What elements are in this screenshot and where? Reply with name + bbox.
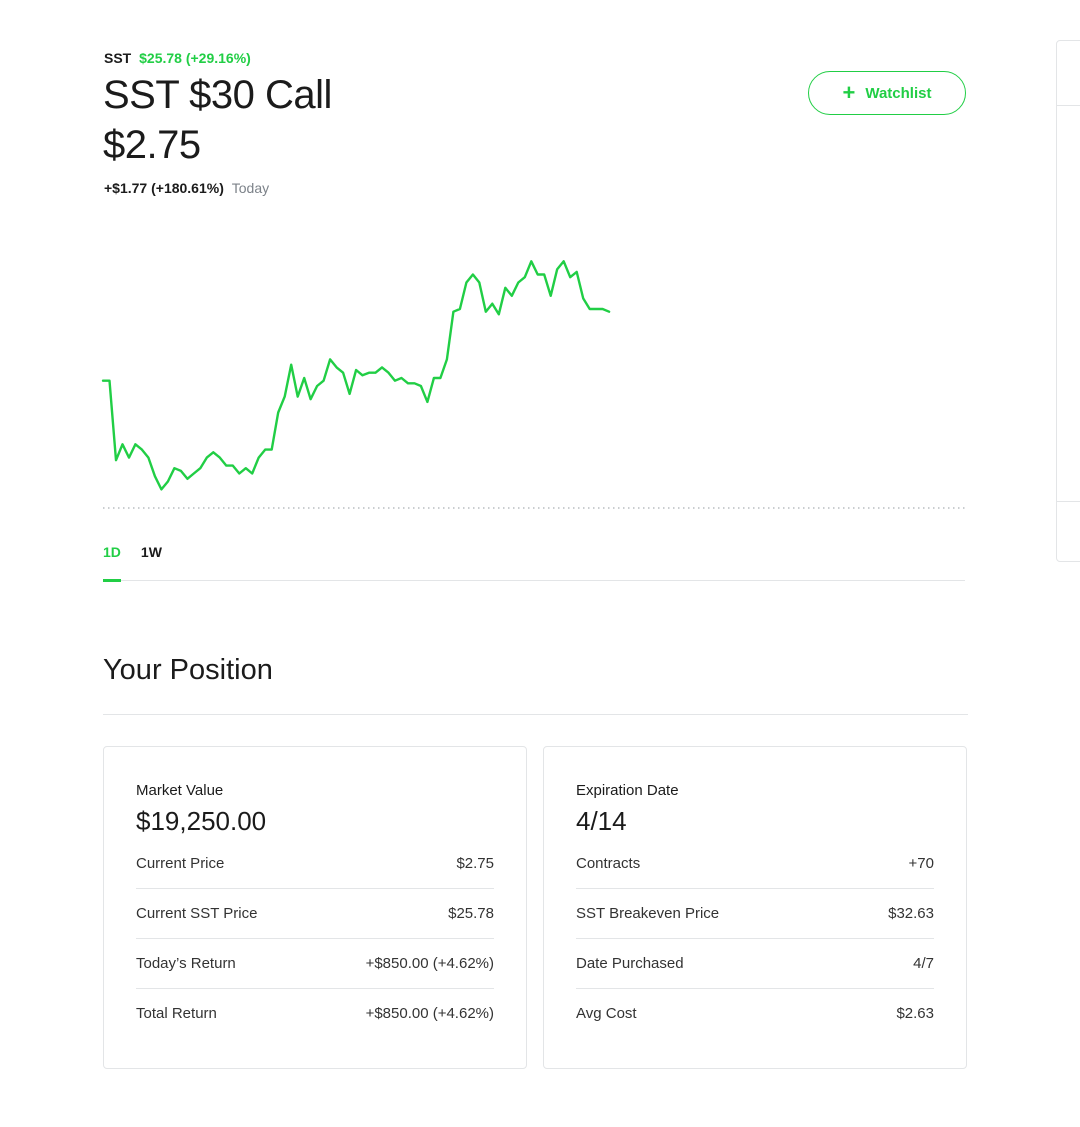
row-value: 4/7 [913, 955, 934, 972]
row-value: $25.78 [448, 905, 494, 922]
tab-1w[interactable]: 1W [140, 544, 162, 560]
underlying-quote[interactable]: SST $25.78 (+29.16%) [104, 50, 251, 66]
expiration-date-label: Expiration Date [576, 782, 679, 799]
position-divider [103, 714, 968, 715]
option-price: $2.75 [103, 123, 201, 167]
plus-icon: + [842, 80, 856, 105]
chart-points [103, 261, 609, 489]
row-label: Current Price [136, 855, 225, 872]
row-label: Date Purchased [576, 955, 684, 972]
active-tab-indicator [103, 579, 121, 582]
underlying-price: $25.78 (+29.16%) [139, 50, 251, 66]
market-value: $19,250.00 [136, 806, 267, 836]
market-value-card: Market Value $19,250.00 Current Price $2… [103, 746, 527, 1069]
market-value-label: Market Value [136, 782, 224, 799]
add-to-watchlist-button[interactable]: + Watchlist [808, 71, 966, 115]
price-chart[interactable] [100, 240, 970, 520]
table-row: Date Purchased 4/7 [576, 939, 934, 989]
row-value: +$850.00 (+4.62%) [365, 955, 494, 972]
row-value: $2.75 [456, 855, 494, 872]
side-panel [1056, 40, 1080, 562]
table-row: Contracts +70 [576, 839, 934, 889]
table-row: Avg Cost $2.63 [576, 989, 934, 1038]
row-value: +$850.00 (+4.62%) [365, 1005, 494, 1022]
row-value: $32.63 [888, 905, 934, 922]
row-label: SST Breakeven Price [576, 905, 720, 922]
range-tabs: 1D 1W [103, 544, 162, 560]
table-row: Current SST Price $25.78 [136, 889, 494, 939]
row-label: Current SST Price [136, 905, 258, 922]
price-change-value: +$1.77 (+180.61%) [104, 180, 224, 196]
price-change: +$1.77 (+180.61%) Today [104, 180, 269, 196]
side-panel-divider-top [1057, 105, 1080, 106]
expiration-date: 4/14 [576, 806, 627, 836]
table-row: SST Breakeven Price $32.63 [576, 889, 934, 939]
watchlist-button-label: Watchlist [865, 84, 932, 102]
chart-series-line [101, 260, 611, 491]
underlying-symbol[interactable]: SST [104, 50, 132, 66]
tab-1d[interactable]: 1D [103, 544, 121, 560]
row-value: +70 [908, 855, 934, 872]
position-section-title: Your Position [103, 654, 273, 686]
table-row: Current Price $2.75 [136, 839, 494, 889]
expiration-card: Expiration Date 4/14 Contracts +70 SST B… [543, 746, 967, 1069]
row-label: Avg Cost [576, 1005, 637, 1022]
tabs-divider [103, 580, 965, 581]
side-panel-divider-bottom [1057, 501, 1080, 502]
table-row: Today’s Return +$850.00 (+4.62%) [136, 939, 494, 989]
row-label: Total Return [136, 1005, 217, 1022]
row-value: $2.63 [896, 1005, 934, 1022]
row-label: Contracts [576, 855, 641, 872]
page-title: SST $30 Call [103, 73, 332, 117]
row-label: Today’s Return [136, 955, 236, 972]
price-change-period: Today [231, 180, 270, 196]
table-row: Total Return +$850.00 (+4.62%) [136, 989, 494, 1038]
